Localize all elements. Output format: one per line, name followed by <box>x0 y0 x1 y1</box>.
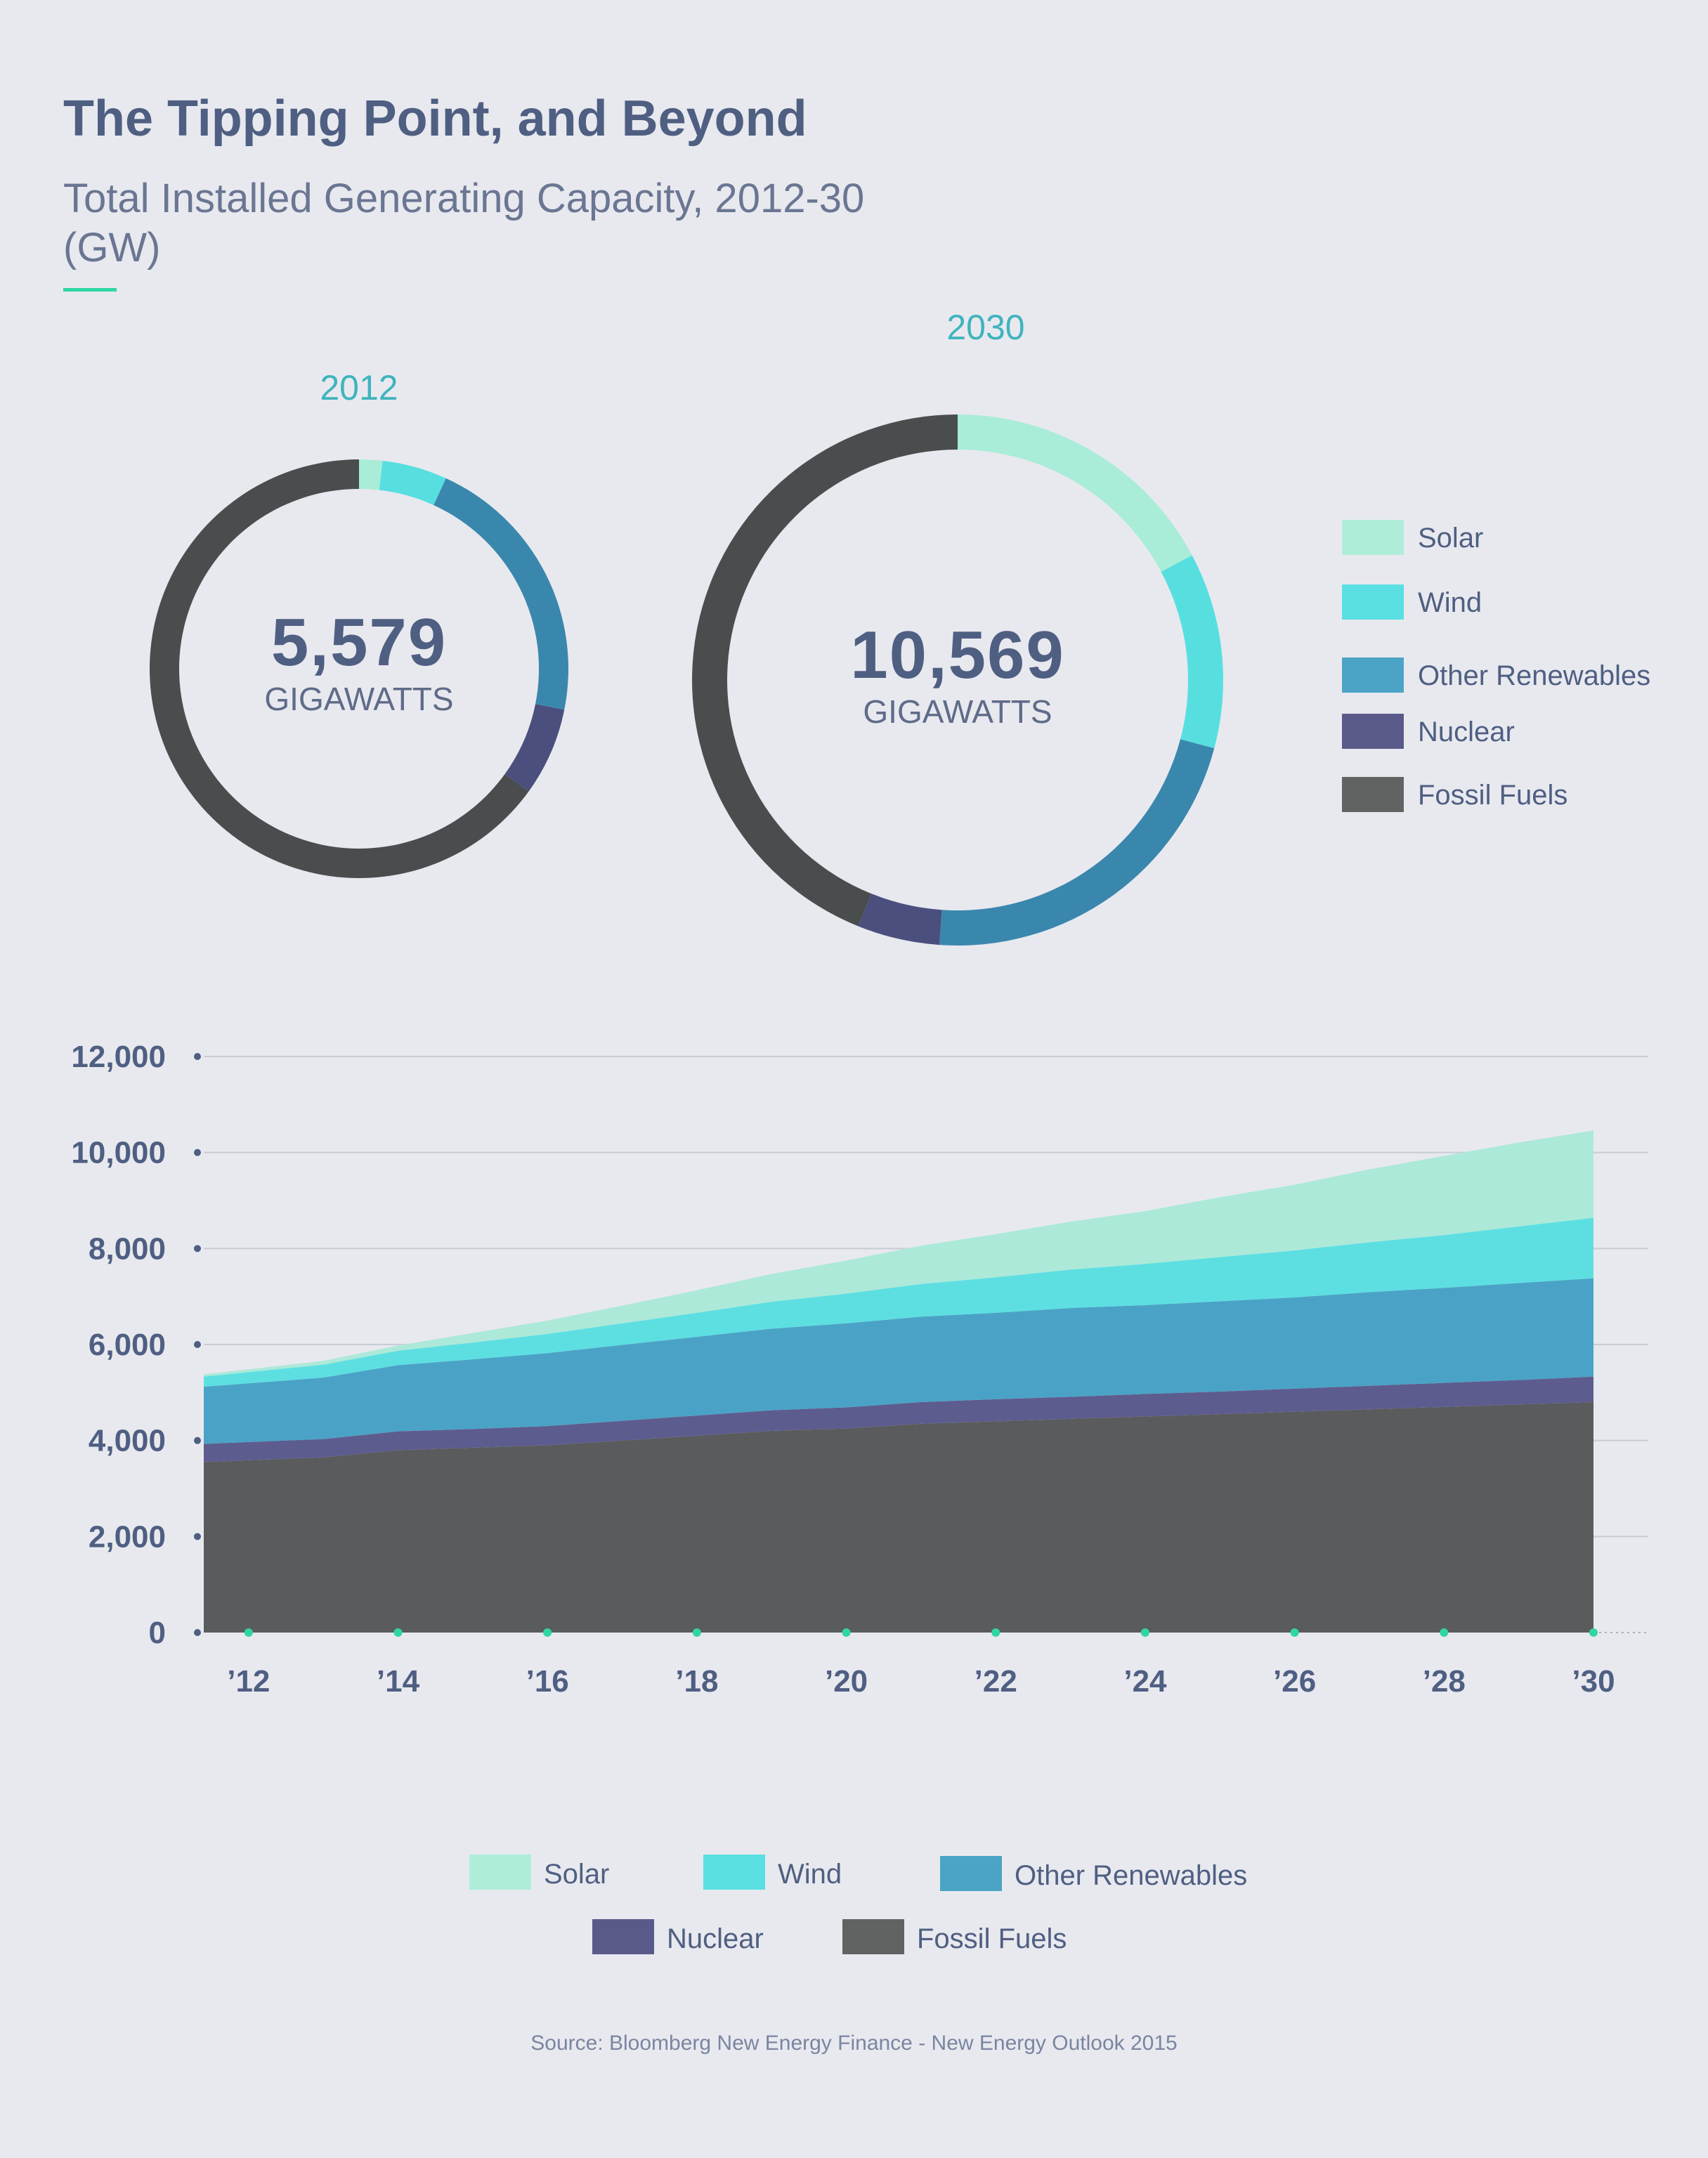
y-tick-label-4000: 4,000 <box>89 1424 166 1458</box>
area-series-other-renewables <box>204 1278 1593 1444</box>
x-tick-label-2030: ’30 <box>1572 1664 1615 1699</box>
y-tick-dot-6000 <box>194 1341 201 1348</box>
bottom-legend-label-nuclear: Nuclear <box>667 1923 764 1954</box>
x-tick-dot-2018 <box>692 1628 701 1637</box>
x-tick-label-2012: ’12 <box>227 1664 270 1699</box>
donut-2030-slice-other-renewables <box>939 739 1215 946</box>
legend-label-wind: Wind <box>1418 587 1482 618</box>
legend-swatch-solar <box>1342 520 1404 555</box>
bottom-legend-swatch-nuclear <box>592 1919 654 1954</box>
donut-chart-2030 <box>692 414 1223 946</box>
x-tick-label-2018: ’18 <box>675 1664 718 1699</box>
x-tick-dot-2022 <box>991 1628 1000 1637</box>
title-accent-rule <box>63 288 117 292</box>
legend-swatch-wind <box>1342 584 1404 620</box>
chart-title: The Tipping Point, and Beyond <box>63 91 807 147</box>
y-tick-label-2000: 2,000 <box>89 1519 166 1554</box>
donut-2030-slice-solar <box>958 414 1192 572</box>
bottom-legend-swatch-other-renewables <box>940 1856 1002 1891</box>
area-series-wind <box>204 1217 1593 1387</box>
area-series-nuclear <box>204 1376 1593 1463</box>
donut-2012-unit: GIGAWATTS <box>264 681 454 717</box>
donut-2030-slice-nuclear <box>858 894 942 946</box>
legend-label-solar: Solar <box>1418 523 1484 554</box>
bottom-legend-swatch-wind <box>703 1855 765 1890</box>
y-tick-dot-2000 <box>194 1533 201 1541</box>
donut-2012-year: 2012 <box>320 368 398 407</box>
x-tick-dot-2012 <box>244 1628 253 1637</box>
x-tick-dot-2020 <box>842 1628 851 1637</box>
bottom-legend-label-fossil-fuels: Fossil Fuels <box>917 1923 1067 1954</box>
donut-2012-slice-nuclear <box>504 704 565 792</box>
donut-2030-slice-wind <box>1161 555 1223 749</box>
bottom-legend-swatch-fossil-fuels <box>842 1919 904 1954</box>
legend-label-fossil-fuels: Fossil Fuels <box>1418 780 1568 811</box>
y-tick-dot-12000 <box>194 1053 201 1060</box>
donut-2012-slice-wind <box>379 460 446 506</box>
y-tick-label-8000: 8,000 <box>89 1231 166 1266</box>
donut-2030-year: 2030 <box>946 308 1025 347</box>
x-tick-label-2020: ’20 <box>825 1664 868 1699</box>
y-tick-label-10000: 10,000 <box>71 1136 166 1170</box>
y-tick-label-12000: 12,000 <box>71 1040 166 1074</box>
x-tick-dot-2024 <box>1140 1628 1149 1637</box>
donut-2012-slice-other-renewables <box>433 478 568 710</box>
y-tick-label-0: 0 <box>149 1616 166 1650</box>
stacked-area-chart: 0 2,000 4,000 6,000 8,000 10,000 12,000 ’12 ’14 ’… <box>71 1040 1648 1699</box>
donut-2012-total: 5,579 <box>270 605 448 680</box>
x-tick-dot-2030 <box>1589 1628 1598 1637</box>
y-tick-label-6000: 6,000 <box>89 1328 166 1362</box>
bottom-legend-label-other-renewables: Other Renewables <box>1015 1860 1248 1891</box>
x-tick-dot-2016 <box>543 1628 552 1637</box>
x-tick-label-2022: ’22 <box>974 1664 1017 1699</box>
legend-swatch-fossil-fuels <box>1342 777 1404 812</box>
legend-swatch-other-renewables <box>1342 658 1404 693</box>
legend-swatch-nuclear <box>1342 714 1404 749</box>
x-tick-label-2028: ’28 <box>1423 1664 1466 1699</box>
x-tick-label-2016: ’16 <box>526 1664 569 1699</box>
x-tick-dot-2014 <box>393 1628 403 1637</box>
x-tick-dot-2028 <box>1440 1628 1449 1637</box>
x-tick-label-2014: ’14 <box>377 1664 420 1699</box>
area-series-fossil-fuels <box>204 1402 1593 1633</box>
legend-label-nuclear: Nuclear <box>1418 717 1515 747</box>
x-tick-dot-2026 <box>1290 1628 1299 1637</box>
area-series-solar <box>204 1130 1593 1377</box>
bottom-legend-label-wind: Wind <box>778 1859 842 1890</box>
donut-2030-unit: GIGAWATTS <box>863 693 1052 730</box>
donut-2030-slice-fossil-fuels <box>692 414 958 927</box>
x-tick-label-2024: ’24 <box>1123 1664 1167 1699</box>
legend-label-other-renewables: Other Renewables <box>1418 660 1651 691</box>
bottom-legend-swatch-solar <box>469 1855 531 1890</box>
y-tick-dot-8000 <box>194 1245 201 1253</box>
y-tick-dot-0 <box>194 1629 201 1636</box>
donut-2012-slice-solar <box>359 459 383 490</box>
source-note: Source: Bloomberg New Energy Finance - N… <box>530 2032 1178 2055</box>
y-tick-dot-10000 <box>194 1149 201 1156</box>
chart-subtitle: Total Installed Generating Capacity, 201… <box>63 176 865 270</box>
x-tick-label-2026: ’26 <box>1273 1664 1316 1699</box>
donut-2030-total: 10,569 <box>850 617 1065 693</box>
y-tick-dot-4000 <box>194 1437 201 1444</box>
bottom-legend-label-solar: Solar <box>544 1859 610 1890</box>
donut-chart-2012 <box>150 459 568 878</box>
